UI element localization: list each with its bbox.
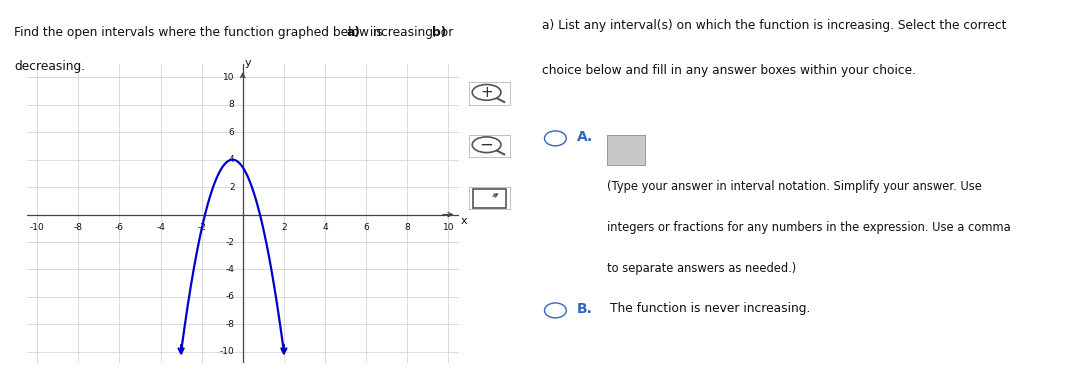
Text: integers or fractions for any numbers in the expression. Use a comma: integers or fractions for any numbers in… bbox=[607, 221, 1011, 234]
Text: Find the open intervals where the function graphed below is: Find the open intervals where the functi… bbox=[14, 26, 386, 39]
Text: −: − bbox=[480, 135, 493, 153]
Text: decreasing.: decreasing. bbox=[14, 60, 85, 73]
Text: -6: -6 bbox=[226, 292, 234, 301]
Text: +: + bbox=[480, 85, 493, 100]
Text: 8: 8 bbox=[405, 223, 410, 232]
Text: -8: -8 bbox=[73, 223, 83, 232]
Text: 2: 2 bbox=[281, 223, 287, 232]
Text: -4: -4 bbox=[226, 265, 234, 274]
Text: y: y bbox=[245, 58, 251, 68]
Text: -10: -10 bbox=[30, 223, 44, 232]
Text: a) List any interval(s) on which the function is increasing. Select the correct: a) List any interval(s) on which the fun… bbox=[542, 19, 1007, 32]
Text: 10: 10 bbox=[442, 223, 454, 232]
Text: 4: 4 bbox=[229, 155, 234, 164]
Text: -8: -8 bbox=[226, 320, 234, 329]
Text: (Type your answer in interval notation. Simplify your answer. Use: (Type your answer in interval notation. … bbox=[607, 180, 982, 193]
Text: a): a) bbox=[346, 26, 360, 39]
Text: B.: B. bbox=[577, 301, 593, 316]
Text: 8: 8 bbox=[229, 100, 234, 109]
Text: 10: 10 bbox=[223, 73, 234, 82]
Text: -10: -10 bbox=[220, 347, 234, 356]
Text: increasing, or: increasing, or bbox=[366, 26, 457, 39]
Text: -2: -2 bbox=[226, 237, 234, 246]
Text: x: x bbox=[461, 217, 467, 226]
Text: 6: 6 bbox=[364, 223, 369, 232]
Text: 6: 6 bbox=[229, 128, 234, 137]
Text: The function is never increasing.: The function is never increasing. bbox=[610, 302, 810, 315]
Text: to separate answers as needed.): to separate answers as needed.) bbox=[607, 262, 796, 275]
Text: 4: 4 bbox=[323, 223, 328, 232]
Text: choice below and fill in any answer boxes within your choice.: choice below and fill in any answer boxe… bbox=[542, 64, 916, 77]
Text: A.: A. bbox=[577, 129, 593, 144]
Text: -4: -4 bbox=[156, 223, 165, 232]
Text: b): b) bbox=[432, 26, 446, 39]
Text: -2: -2 bbox=[197, 223, 206, 232]
Text: -6: -6 bbox=[115, 223, 124, 232]
Text: 2: 2 bbox=[229, 183, 234, 191]
